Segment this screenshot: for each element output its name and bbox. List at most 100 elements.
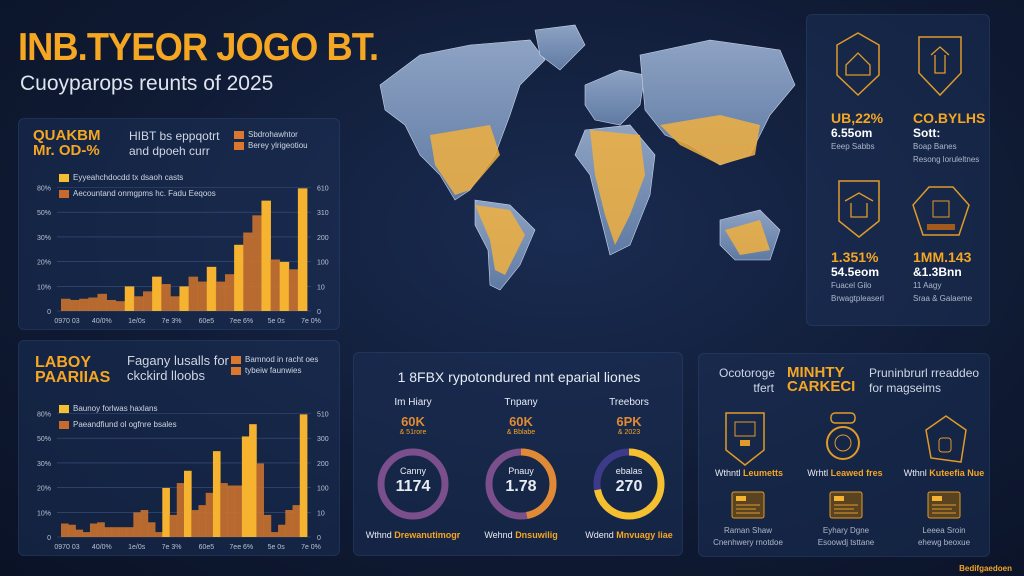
bar — [263, 514, 272, 537]
bar — [162, 487, 170, 537]
donut-chart — [377, 448, 449, 520]
bar — [111, 527, 120, 537]
shield-building-icon — [838, 180, 880, 238]
bar — [225, 274, 235, 311]
bar — [292, 505, 301, 537]
panel2-heading-line2: PAARIIAS — [35, 369, 111, 386]
bar — [299, 414, 308, 537]
house-tag-icon — [925, 415, 967, 463]
stats-panel: UB,22% 6.55om Eeep Sabbs CO.BYLHS Sott: Boap… — [806, 14, 990, 326]
caption-text: Wdend — [585, 530, 614, 540]
bar — [155, 532, 163, 537]
y-tick-right: 100 — [317, 486, 329, 493]
donut-panel-title: 1 8FBX rypotondured nnt eparial liones — [397, 369, 641, 385]
card-stack-icon — [829, 491, 863, 519]
legend-item: Baunoy forlwas haxlans — [59, 403, 177, 414]
legend-label: Sbdrohawhtor — [248, 130, 298, 139]
y-tick-left: 30% — [37, 461, 51, 468]
bar — [61, 298, 71, 311]
stat-value: 1.351% — [831, 249, 879, 265]
card-label: Esoowdj tsttane — [817, 538, 875, 547]
donut-sub: & 2023 — [617, 429, 641, 436]
caption-text: Wehnd — [484, 530, 513, 540]
stat-card: 1.351% 54.5eom Fuacel Gilo Brwagtpleaserl — [831, 249, 884, 305]
world-map — [379, 24, 796, 291]
stat-label: Eeep Sabbs — [831, 142, 875, 151]
y-tick-right: 310 — [317, 210, 329, 217]
stat-sub: 6.55om — [831, 126, 873, 140]
x-tick: 0970 03 — [54, 318, 79, 325]
legend-item: Aecountand onmgpms hc. Fadu Eeqoos — [59, 188, 216, 199]
donut-center-value: 1174 — [395, 478, 431, 495]
caption-text: Wthntl — [714, 468, 741, 478]
card-stack-icon — [927, 491, 961, 519]
bar — [82, 532, 91, 537]
card-label: Leeea Sroin — [922, 526, 966, 535]
donut-center-value: 1.78 — [505, 478, 537, 495]
bar — [278, 524, 286, 537]
legend-label: tybeiw faunwies — [245, 366, 302, 375]
bar — [161, 284, 171, 311]
bar — [147, 522, 156, 537]
bar — [126, 527, 134, 537]
panel1-heading-line1: QUAKBM — [33, 127, 101, 144]
bar — [270, 259, 281, 311]
donut-chart — [593, 448, 665, 520]
y-tick-right: 510 — [317, 412, 329, 419]
bar — [140, 510, 149, 537]
stat-card: 1MM.143 &1.3Bnn 11 Aagy Sraa & Galaeme — [913, 249, 972, 305]
donut-pct: 6PK — [616, 414, 642, 429]
legend-swatch — [234, 130, 244, 139]
x-tick: 1e/0s — [128, 318, 146, 325]
x-tick: 40/0% — [92, 318, 112, 325]
bar — [220, 483, 228, 537]
bar — [191, 510, 199, 537]
bar — [215, 281, 226, 311]
legend-item: Paeandfiund ol ogfnre bsales — [59, 419, 177, 430]
caption-highlight: Kuteefia Nue — [929, 468, 985, 478]
minty-right-line1: Pruninbrurl rreaddeo — [869, 366, 980, 380]
x-tick: 60e5 — [199, 318, 215, 325]
bar-chart-1: 0 0 10% 10 20% 100 30% 200 50% 310 80% 610 0970 03 40… — [37, 186, 329, 326]
bar — [70, 299, 80, 311]
y-tick-right: 10 — [317, 510, 325, 517]
donut-sub: & 51rore — [399, 429, 427, 436]
donut-center-label: Pnauy — [508, 466, 534, 476]
bar — [89, 523, 98, 537]
bar — [106, 299, 117, 311]
bar — [179, 286, 189, 311]
x-tick: 0970 03 — [54, 544, 79, 551]
bar — [104, 527, 113, 537]
caption-text: Wthnl — [903, 468, 927, 478]
stat-label: Resong loruleltnes — [913, 155, 980, 164]
panel2-desc-line1: Fagany lusalls for — [127, 353, 229, 368]
card-label: Eyhary Dgne — [822, 526, 870, 535]
y-tick-left: 0 — [47, 309, 51, 316]
caption-highlight: Leawed fres — [830, 468, 883, 478]
legend-label: Aecountand onmgpms hc. Fadu Eeqoos — [73, 189, 216, 198]
x-tick: 5e 0s — [268, 544, 286, 551]
y-tick-left: 30% — [37, 235, 51, 242]
bar — [97, 293, 107, 311]
minty-right-line2: for magseims — [869, 381, 942, 395]
legend-label: Berey ylrigeotiou — [248, 141, 308, 150]
bar — [205, 492, 214, 537]
stat-card: CO.BYLHS Sott: Boap Banes Resong loruleltne… — [913, 110, 985, 166]
donut-caption: Wehnd Dnsuwilig — [466, 530, 576, 540]
caption-text: Wthnd — [365, 530, 392, 540]
legend-swatch — [59, 173, 69, 182]
bar — [297, 188, 308, 311]
bar — [176, 483, 185, 537]
panel2-desc-line2: ckckird lloobs — [127, 368, 206, 383]
donut-pct: 60K — [401, 414, 425, 429]
donut-name: Tnpany — [504, 397, 538, 408]
y-tick-left: 80% — [37, 186, 51, 193]
bar — [241, 436, 250, 537]
legend-swatch — [231, 355, 241, 364]
caption-highlight: Drewanutimogr — [394, 530, 461, 540]
caption-highlight: Leumetts — [743, 468, 784, 478]
bar — [197, 281, 208, 311]
x-tick: 7e 0% — [301, 318, 321, 325]
x-tick: 5e 0s — [268, 318, 286, 325]
bar — [270, 532, 279, 537]
